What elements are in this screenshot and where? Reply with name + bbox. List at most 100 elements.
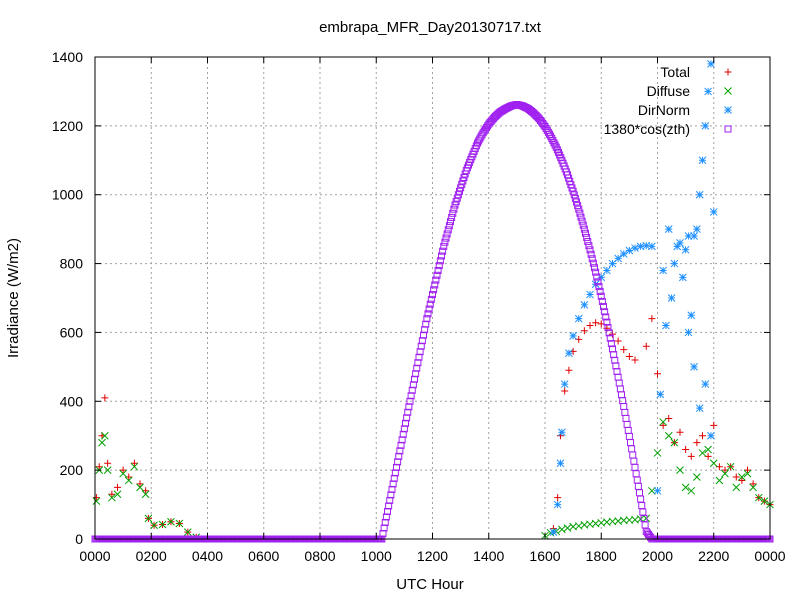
data-point (549, 137, 557, 145)
data-point (95, 463, 103, 471)
data-point (578, 217, 586, 225)
data-point (631, 244, 639, 252)
data-point (699, 432, 706, 440)
data-point (622, 414, 630, 422)
series-2 (549, 60, 718, 536)
data-point (639, 508, 647, 516)
y-tick-label: 0 (75, 531, 83, 547)
data-point (438, 252, 445, 260)
data-point (569, 332, 577, 340)
x-tick-label: 2200 (698, 548, 729, 564)
y-tick-label: 600 (60, 324, 84, 340)
data-point (662, 321, 670, 330)
data-point (430, 286, 438, 294)
data-point (549, 528, 558, 536)
x-tick-label: 1400 (473, 548, 504, 564)
x-tick-label: 1000 (361, 548, 392, 564)
data-point (575, 205, 583, 213)
data-point (558, 428, 566, 437)
data-point (698, 156, 707, 165)
data-point (130, 459, 138, 467)
data-point (551, 141, 559, 149)
data-point (648, 315, 656, 323)
data-point (664, 431, 673, 440)
data-point (676, 239, 684, 247)
data-point (597, 273, 606, 282)
data-point (610, 351, 618, 359)
y-tick-label: 800 (60, 256, 84, 272)
data-point (565, 349, 573, 357)
data-point (136, 480, 144, 488)
data-point (423, 315, 431, 323)
data-point (585, 242, 593, 250)
data-point (429, 291, 436, 299)
data-point (586, 246, 594, 254)
data-point (580, 327, 588, 335)
data-point (690, 232, 698, 240)
data-point (709, 459, 718, 468)
data-point (715, 476, 724, 485)
data-point (676, 466, 684, 474)
data-point (554, 494, 562, 502)
data-point (642, 342, 650, 350)
data-point (431, 281, 439, 289)
data-point (687, 452, 695, 460)
data-point (614, 373, 622, 381)
data-point (659, 421, 667, 429)
data-point (707, 431, 715, 440)
data-point (144, 514, 153, 523)
data-point (625, 432, 633, 440)
data-point (556, 459, 565, 468)
data-point (582, 229, 589, 237)
y-axis: 0 200 400 600 800 1000 1200 1400 (52, 49, 770, 547)
data-point (630, 457, 638, 465)
data-point (642, 514, 651, 523)
data-point (732, 483, 741, 492)
data-point (743, 469, 752, 478)
data-point (620, 402, 628, 410)
data-point (632, 470, 640, 478)
data-point (141, 490, 150, 499)
data-point (435, 262, 443, 270)
data-point (600, 303, 607, 311)
data-point (593, 273, 601, 281)
data-point (603, 318, 611, 326)
x-tick-label: 0600 (248, 548, 279, 564)
data-point (592, 268, 600, 276)
data-point (608, 259, 617, 268)
x-tick-label: 1800 (586, 548, 617, 564)
data-point (607, 340, 615, 348)
data-point (432, 276, 440, 284)
data-point (654, 370, 661, 378)
y-axis-title: Irradiance (W/m2) (5, 238, 22, 358)
data-point (558, 525, 566, 534)
data-point (448, 213, 456, 221)
data-point (738, 473, 746, 481)
data-point (583, 233, 591, 241)
data-point (436, 257, 444, 265)
data-point (571, 194, 579, 202)
data-point (136, 483, 144, 492)
data-point (678, 273, 687, 282)
data-point (667, 294, 676, 302)
series-0 (92, 315, 774, 541)
data-point (440, 242, 448, 250)
data-point (119, 469, 127, 478)
data-point (684, 232, 693, 240)
data-point (693, 225, 701, 233)
data-point (615, 379, 623, 387)
data-point (619, 250, 628, 258)
data-point (580, 225, 588, 233)
legend-marker (724, 125, 732, 133)
data-point (637, 495, 645, 503)
y-tick-label: 200 (60, 462, 84, 478)
data-point (443, 230, 451, 238)
data-point (150, 521, 158, 530)
data-point (687, 311, 696, 320)
x-tick-label: 0800 (304, 548, 335, 564)
data-point (695, 404, 704, 413)
data-point (441, 238, 449, 246)
series-1 (92, 418, 774, 542)
data-point (130, 462, 139, 471)
data-point (565, 366, 573, 374)
